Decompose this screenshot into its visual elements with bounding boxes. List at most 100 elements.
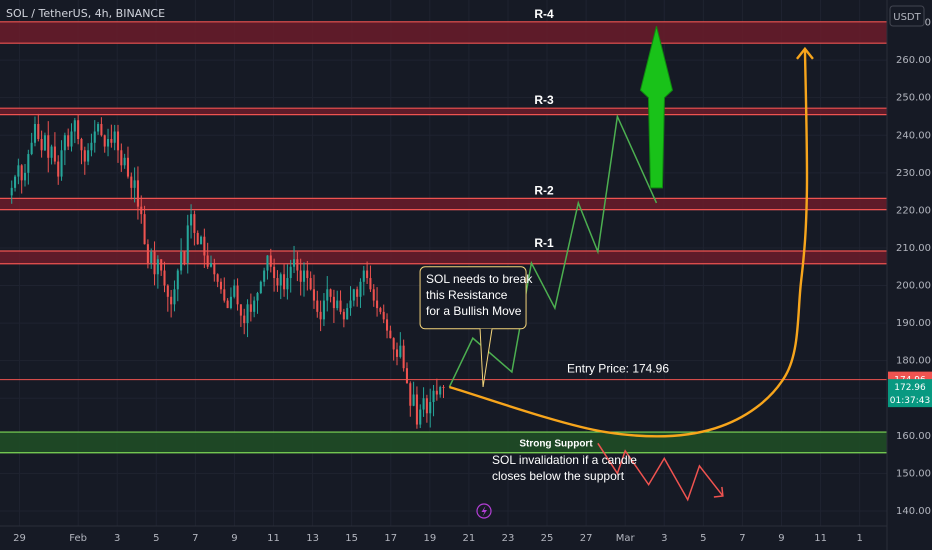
x-tick-label: 7 bbox=[192, 533, 198, 544]
candle bbox=[442, 384, 445, 399]
candle-body bbox=[386, 319, 389, 331]
candle bbox=[223, 277, 226, 303]
candle-body bbox=[160, 259, 163, 271]
bullish-arrow-icon bbox=[639, 26, 674, 189]
candle bbox=[146, 239, 149, 269]
candle bbox=[14, 174, 17, 192]
zones: R-4 R-3 R-2 R-1 Strong Support bbox=[0, 7, 887, 454]
candle bbox=[156, 255, 159, 289]
candle-body bbox=[50, 146, 53, 158]
candle-body bbox=[239, 304, 242, 316]
candle-body bbox=[302, 270, 306, 282]
y-tick-label: 220.00 bbox=[896, 205, 931, 216]
candle-body bbox=[90, 142, 93, 151]
lightning-icon[interactable] bbox=[476, 503, 492, 519]
candle bbox=[296, 251, 299, 282]
callout-line: for a Bullish Move bbox=[426, 304, 522, 318]
candle-body bbox=[223, 289, 226, 301]
candle bbox=[77, 114, 80, 145]
candle bbox=[306, 260, 309, 291]
candle bbox=[27, 149, 30, 185]
y-tick-label: 250.00 bbox=[896, 93, 931, 104]
candle bbox=[166, 284, 169, 312]
x-tick-label: 21 bbox=[463, 533, 476, 544]
candle bbox=[160, 259, 163, 276]
resistance-zone-r-2: R-2 bbox=[0, 183, 887, 211]
candle bbox=[126, 146, 129, 179]
candle-body bbox=[409, 383, 412, 406]
candle-body bbox=[113, 131, 116, 143]
candle bbox=[70, 123, 73, 152]
candle-body bbox=[389, 330, 392, 339]
candle bbox=[346, 303, 349, 320]
candle bbox=[405, 362, 408, 384]
candle-body bbox=[150, 251, 153, 263]
bearish-projection-path bbox=[597, 442, 724, 502]
recovery-curve-arrowhead bbox=[796, 46, 814, 60]
candle-body bbox=[200, 236, 203, 245]
x-tick-label: 15 bbox=[345, 533, 358, 544]
support-zone: Strong Support bbox=[0, 431, 887, 454]
candle bbox=[180, 238, 183, 275]
candle bbox=[83, 146, 86, 175]
candle-body bbox=[253, 300, 256, 312]
candle bbox=[283, 264, 286, 297]
candle-body bbox=[395, 349, 399, 357]
candle-body bbox=[100, 123, 103, 136]
candle-body bbox=[273, 266, 276, 279]
x-tick-label: Feb bbox=[69, 533, 87, 544]
candle bbox=[432, 384, 435, 417]
candle bbox=[173, 280, 176, 312]
candle bbox=[349, 286, 352, 316]
candle bbox=[269, 248, 272, 273]
candle bbox=[103, 134, 106, 153]
candle-body bbox=[156, 259, 159, 275]
candle bbox=[113, 124, 116, 151]
candle-body bbox=[316, 300, 319, 312]
resistance-zone-label: R-4 bbox=[534, 7, 554, 21]
candle bbox=[123, 153, 126, 169]
candle bbox=[236, 278, 239, 311]
candles bbox=[10, 113, 445, 429]
candle-body bbox=[153, 251, 156, 275]
candle-body bbox=[342, 311, 345, 320]
candle-body bbox=[382, 311, 385, 320]
resistance-zone-fill bbox=[0, 21, 887, 44]
candle-body bbox=[116, 131, 120, 151]
candle-body bbox=[186, 225, 189, 263]
callout-pointer bbox=[479, 328, 493, 388]
y-tick-label: 260.00 bbox=[896, 55, 931, 66]
x-tick-label: 23 bbox=[502, 533, 515, 544]
y-axis-panel bbox=[887, 0, 932, 550]
candle bbox=[263, 267, 266, 287]
candle-body bbox=[130, 176, 133, 188]
candle bbox=[279, 272, 282, 300]
candle bbox=[299, 258, 302, 296]
x-tick-label: 7 bbox=[739, 533, 745, 544]
candle bbox=[246, 299, 249, 338]
resistance-zone-r-3: R-3 bbox=[0, 93, 887, 116]
candle-body bbox=[37, 123, 40, 140]
candle-body bbox=[107, 139, 110, 147]
candle-body bbox=[286, 278, 289, 290]
y-tick-label: 150.00 bbox=[896, 468, 931, 479]
candle bbox=[200, 235, 203, 245]
y-tick-label: 140.00 bbox=[896, 506, 931, 517]
candle-body bbox=[359, 281, 362, 297]
candle bbox=[183, 251, 186, 266]
candle-body bbox=[266, 255, 269, 271]
candle-body bbox=[57, 161, 60, 177]
x-tick-label: 3 bbox=[114, 533, 120, 544]
symbol-title: SOL / TetherUS, 4h, BINANCE bbox=[6, 7, 165, 20]
resistance-zone-label: R-3 bbox=[534, 93, 554, 107]
candle bbox=[213, 258, 216, 282]
candle bbox=[409, 381, 412, 417]
candle-body bbox=[226, 300, 229, 309]
y-tick-label: 210.00 bbox=[896, 243, 931, 254]
currency-button[interactable]: USDT bbox=[889, 5, 925, 27]
candle bbox=[120, 143, 123, 172]
candle bbox=[419, 404, 422, 429]
candle bbox=[33, 116, 37, 147]
candle-body bbox=[349, 300, 352, 309]
